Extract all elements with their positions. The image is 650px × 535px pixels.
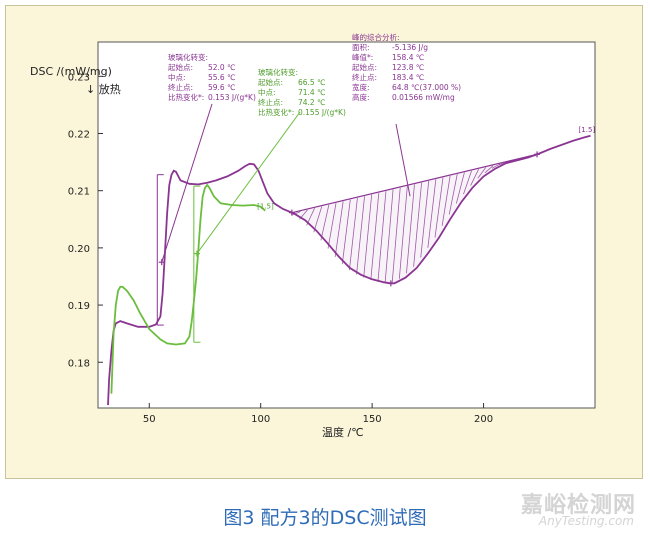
peak-annotation-label: 终止点:	[352, 72, 377, 82]
purple-glass-annotation-label: 起始点:	[168, 62, 193, 72]
peak-annotation: 峰的综合分析:面积: -5.136 J/g 峰值*: 158.4 ℃ 起始点: 123.8…	[352, 32, 461, 102]
hatch-line	[334, 201, 344, 257]
hatch-line	[427, 179, 437, 248]
peak-annotation-label: 起始点:	[352, 62, 377, 72]
x-tick-label: 150	[363, 414, 382, 425]
hatch-line	[398, 186, 408, 279]
hatch-line	[420, 181, 430, 258]
purple-glass-annotation-value: 59.6 ℃	[208, 83, 236, 92]
watermark-url: AnyTesting.com	[538, 514, 634, 528]
green-glass-annotation-label: 起始点:	[258, 77, 283, 87]
hatch-line	[384, 189, 394, 284]
peak-annotation-label: 宽度:	[352, 82, 370, 92]
hatch-line	[491, 163, 501, 169]
peak-area-fill	[291, 154, 538, 284]
peak-annotation-value: 64.8 ℃(37.000 %)	[392, 83, 461, 92]
purple-midpoint-marker	[158, 259, 165, 266]
hatch-line	[406, 184, 415, 274]
green-end-label: [1.5]	[257, 203, 274, 211]
y-tick-label: 0.19	[68, 301, 90, 312]
hatch-line	[484, 165, 494, 174]
hatch-line	[455, 172, 465, 204]
purple-glass-annotation-label: 比热变化*:	[168, 92, 204, 102]
exo-label: ↓ 放热	[86, 82, 121, 96]
figure-caption: 图3 配方3的DSC测试图	[223, 507, 427, 529]
series	[107, 134, 591, 406]
purple-glass-annotation-label: 中点:	[168, 72, 186, 82]
hatch-line	[477, 167, 487, 179]
peak-area-hatch	[291, 153, 538, 284]
hatch-line	[327, 203, 337, 249]
purple-glass-annotation-value: 0.153 J/(g*K)	[208, 93, 256, 102]
hatch-line	[313, 206, 323, 233]
green-glass-annotation-value: 0.155 J/(g*K)	[298, 108, 346, 117]
hatch-line	[434, 177, 444, 238]
peak-annotation-label: 面积:	[352, 42, 370, 52]
peak-annotation-value: 0.01566 mW/mg	[392, 93, 455, 102]
peak-annotation-value: 158.4 ℃	[392, 53, 424, 62]
peak-leader-line	[395, 123, 411, 197]
markers	[156, 151, 541, 343]
green-glass-annotation-value: 66.5 ℃	[298, 78, 326, 87]
purple-glass-annotation-label: 终止点:	[168, 82, 193, 92]
green-leader-line	[196, 111, 301, 254]
hatch-line	[320, 204, 330, 241]
green-glass-annotation-value: 74.2 ℃	[298, 98, 326, 107]
purple-leader-line	[161, 103, 213, 263]
hatch-line	[441, 175, 451, 226]
green-glass-annotation-label: 终止点:	[258, 97, 283, 107]
peak-start-marker	[288, 209, 295, 216]
green-midpoint-marker	[193, 250, 200, 257]
peak-annotation-title: 峰的综合分析:	[352, 32, 400, 42]
peak-baseline	[291, 153, 538, 214]
x-axis-label: 温度 /℃	[322, 425, 364, 439]
peak-end-marker	[534, 151, 541, 158]
hatch-line	[356, 196, 365, 275]
y-tick-label: 0.23	[68, 72, 90, 83]
y-tick-label: 0.20	[68, 244, 90, 255]
x-tick-label: 100	[251, 414, 270, 425]
peak-annotation-value: 183.4 ℃	[392, 73, 424, 82]
green-glass-annotation-label: 中点:	[258, 87, 276, 97]
purple-glass-annotation: 玻璃化转变:起始点: 52.0 ℃ 中点: 55.6 ℃ 终止点: 59.6 ℃ 比热变化*…	[168, 52, 256, 102]
hatch-line	[341, 199, 351, 265]
purple-end-label: [1.5]	[579, 126, 596, 134]
dsc-chart: 50 100 150 200 0.18 0.19 0.20 0.21 0.22 0.23 玻璃化转…	[30, 32, 596, 439]
peak-annotation-label: 高度:	[352, 92, 370, 102]
green-glass-annotation: 玻璃化转变:起始点: 66.5 ℃ 中点: 71.4 ℃ 终止点: 74.2 ℃ 比热变化*…	[258, 67, 346, 117]
y-tick-label: 0.21	[68, 187, 90, 198]
hatch-line	[377, 191, 387, 282]
purple-glass-annotation-value: 55.6 ℃	[208, 73, 236, 82]
hatch-line	[391, 187, 401, 283]
hatch-line	[413, 182, 422, 267]
purple-glass-annotation-value: 52.0 ℃	[208, 63, 236, 72]
peak-annotation-value: 123.8 ℃	[392, 63, 424, 72]
purple-glass-annotation-title: 玻璃化转变:	[168, 52, 208, 62]
x-tick-label: 200	[474, 414, 493, 425]
y-axis-label: DSC /(mW/mg)	[30, 65, 112, 78]
green-glass-annotation-value: 71.4 ℃	[298, 88, 326, 97]
y-tick-label: 0.22	[68, 130, 90, 141]
series-line-2	[110, 183, 266, 394]
watermark-logo-text: 嘉峪检测网	[520, 493, 636, 518]
hatch-line	[470, 168, 480, 186]
peak-annotation-value: -5.136 J/g	[392, 43, 428, 52]
hatch-line	[448, 174, 458, 215]
x-tick-label: 50	[143, 414, 156, 425]
peak-annotation-label: 峰值*:	[352, 52, 373, 62]
peak-marker	[387, 280, 394, 287]
axes: 50 100 150 200 0.18 0.19 0.20 0.21 0.22 0.23	[68, 72, 493, 425]
y-tick-label: 0.18	[68, 358, 90, 369]
plot-area	[97, 41, 596, 409]
hatch-line	[363, 194, 373, 278]
green-glass-annotation-label: 比热变化*:	[258, 107, 294, 117]
hatch-line	[349, 197, 358, 271]
hatch-line	[463, 170, 472, 195]
series-line-1	[107, 134, 591, 406]
hatch-line	[370, 192, 380, 281]
green-glass-annotation-title: 玻璃化转变:	[258, 67, 298, 77]
